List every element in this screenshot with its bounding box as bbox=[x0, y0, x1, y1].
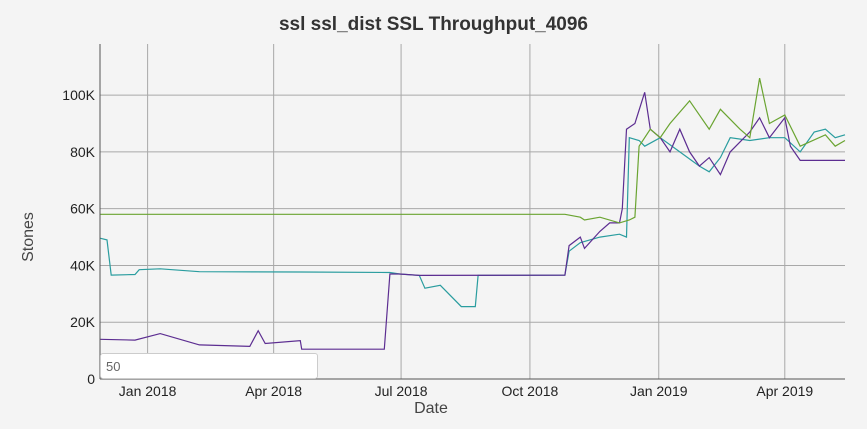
chart-title: ssl ssl_dist SSL Throughput_4096 bbox=[278, 14, 589, 35]
series-line-2 bbox=[99, 92, 845, 350]
x-tick-label: Jan 2018 bbox=[119, 383, 177, 399]
series-line-1 bbox=[99, 128, 846, 308]
x-tick-label: Jan 2019 bbox=[630, 383, 688, 399]
y-tick-label: 40K bbox=[70, 257, 96, 273]
grid bbox=[100, 44, 845, 379]
series-lines bbox=[99, 77, 846, 350]
y-axis-label: Stones bbox=[20, 212, 37, 262]
y-tick-label: 60K bbox=[70, 201, 96, 217]
x-tick-label: Oct 2018 bbox=[502, 383, 559, 399]
x-tick-label: Apr 2019 bbox=[756, 383, 813, 399]
y-tick-label: 100K bbox=[62, 87, 95, 103]
rolling-window-input[interactable]: 50 bbox=[100, 353, 318, 379]
axes: Jan 2018 Apr 2018 Jul 2018 Oct 2018 Jan 2019… bbox=[62, 44, 845, 399]
y-tick-label: 0 bbox=[87, 371, 95, 387]
x-tick-label: Apr 2018 bbox=[245, 383, 302, 399]
x-axis-label: Date bbox=[414, 400, 448, 417]
y-tick-label: 20K bbox=[70, 314, 96, 330]
series-line-3 bbox=[100, 77, 846, 224]
y-tick-label: 80K bbox=[70, 144, 96, 160]
x-tick-label: Jul 2018 bbox=[375, 383, 428, 399]
